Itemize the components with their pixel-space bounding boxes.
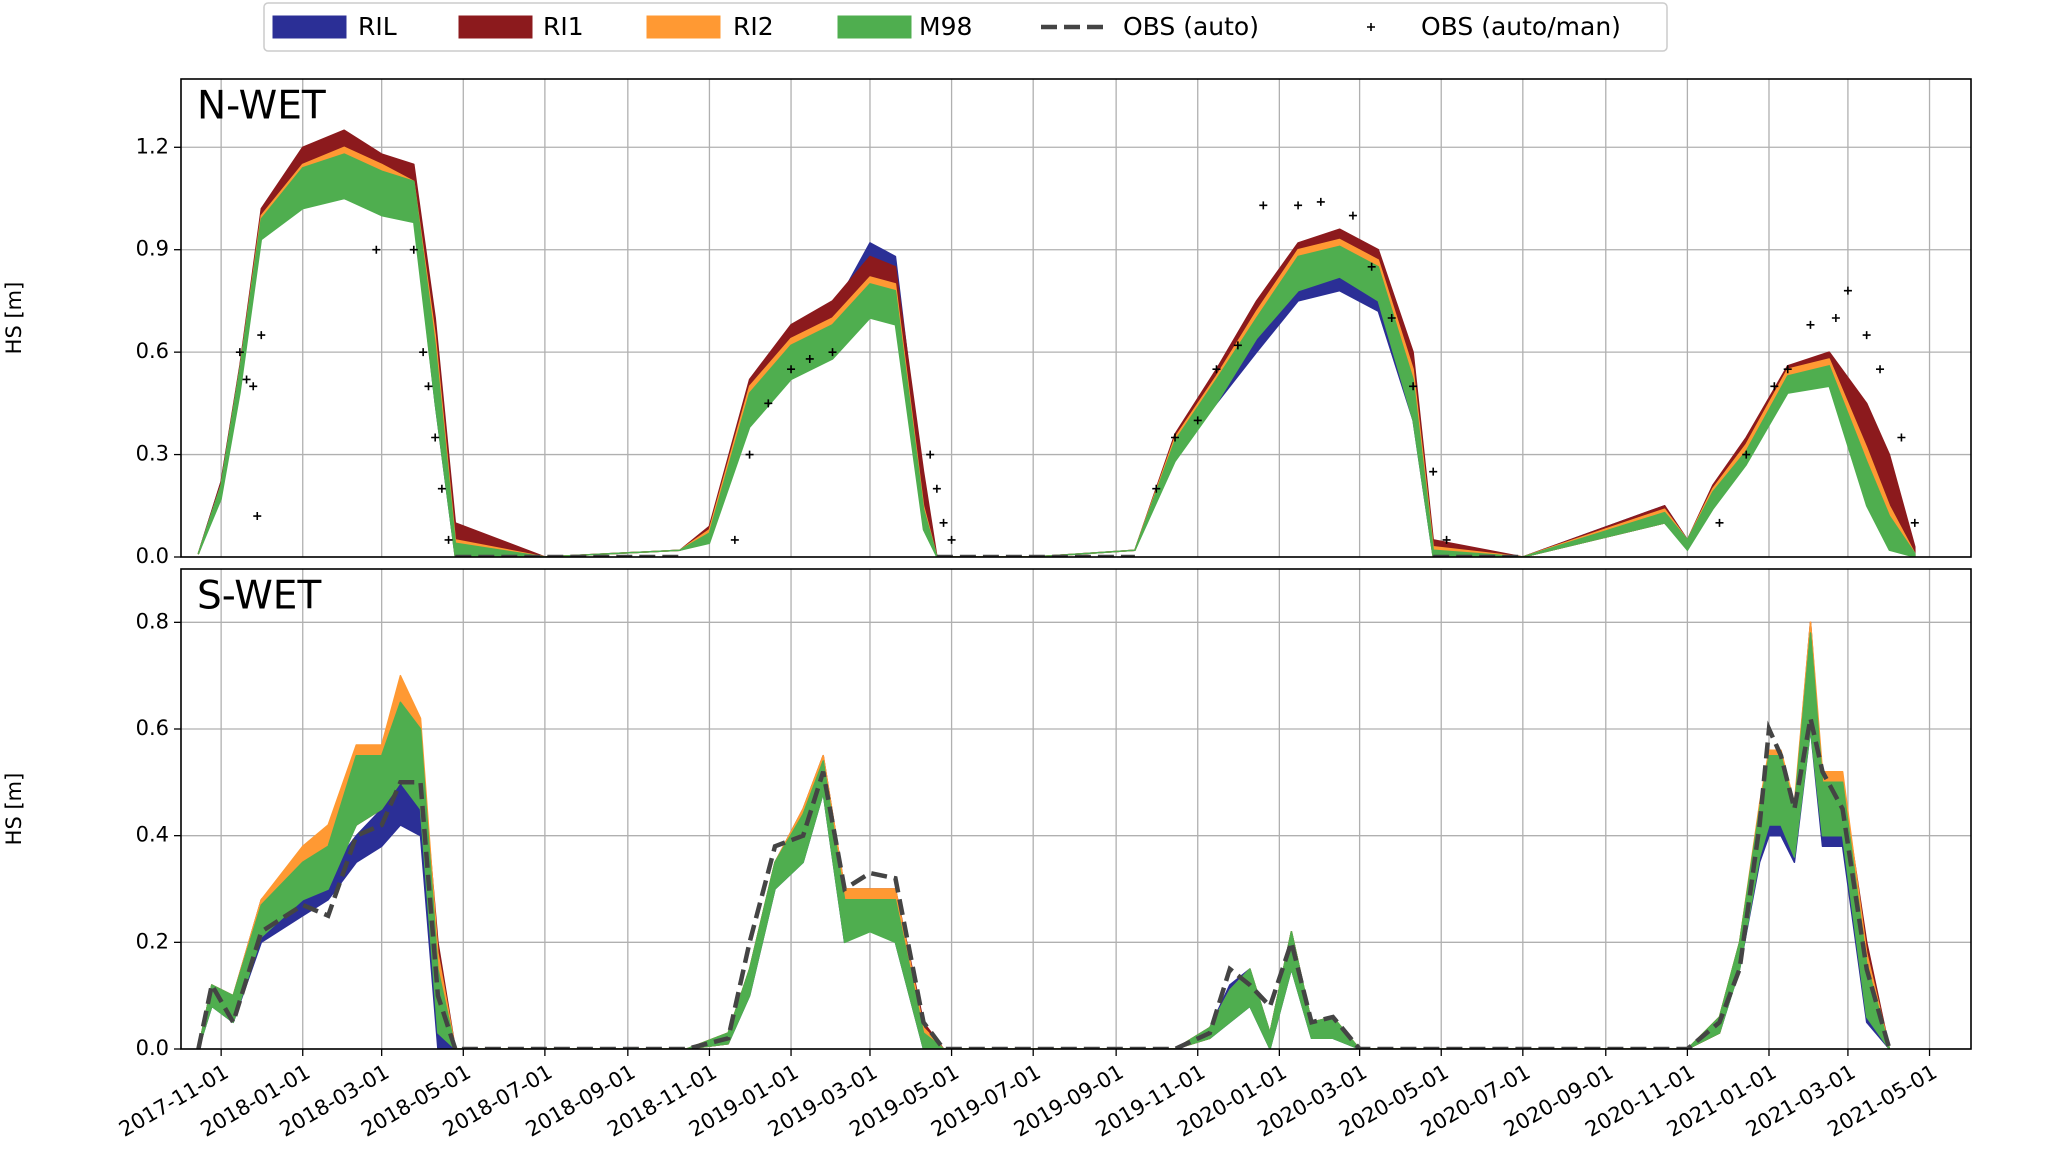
legend-swatch bbox=[837, 15, 912, 39]
legend-label: M98 bbox=[919, 12, 972, 41]
band bbox=[197, 153, 1916, 557]
obs-point bbox=[431, 433, 440, 442]
obs-point bbox=[1442, 535, 1451, 544]
legend-label: RI2 bbox=[733, 12, 774, 41]
legend-label: RIL bbox=[358, 12, 397, 41]
obs-point bbox=[1409, 382, 1418, 391]
obs-point bbox=[805, 354, 814, 363]
y-tick-label: 0.9 bbox=[136, 237, 169, 261]
obs-point bbox=[1742, 450, 1751, 459]
obs-point bbox=[1897, 433, 1906, 442]
y-tick-label: 0.2 bbox=[136, 929, 169, 953]
y-tick-label: 0.4 bbox=[136, 823, 169, 847]
obs-point bbox=[745, 450, 754, 459]
obs-point bbox=[424, 382, 433, 391]
plot-area bbox=[196, 621, 1892, 1049]
y-tick-label: 0.6 bbox=[136, 716, 169, 740]
obs-point bbox=[1259, 201, 1268, 210]
obs-point bbox=[249, 382, 258, 391]
obs-point bbox=[1429, 467, 1438, 476]
obs-point bbox=[1862, 331, 1871, 340]
band bbox=[197, 632, 1891, 1049]
y-axis-label: HS [m] bbox=[2, 282, 26, 355]
obs-point bbox=[939, 518, 948, 527]
obs-point bbox=[1212, 365, 1221, 374]
obs-point bbox=[235, 348, 244, 357]
obs-point bbox=[1770, 382, 1779, 391]
legend-label: RI1 bbox=[543, 12, 584, 41]
obs-line bbox=[196, 717, 1892, 1049]
legend-swatch bbox=[646, 15, 721, 39]
y-tick-label: 0.0 bbox=[136, 544, 169, 568]
plot-area bbox=[197, 129, 1919, 557]
obs-point bbox=[1233, 341, 1242, 350]
obs-point bbox=[730, 535, 739, 544]
obs-point bbox=[253, 512, 262, 521]
obs-point bbox=[1367, 262, 1376, 271]
y-axis-label: HS [m] bbox=[2, 773, 26, 846]
obs-point bbox=[1715, 518, 1724, 527]
obs-point bbox=[787, 365, 796, 374]
panel-title: N-WET bbox=[197, 84, 326, 129]
obs-point bbox=[828, 348, 837, 357]
obs-point bbox=[1294, 201, 1303, 210]
y-tick-label: 1.2 bbox=[136, 134, 169, 158]
panel-title: S-WET bbox=[197, 574, 321, 619]
obs-point bbox=[1831, 314, 1840, 322]
obs-point bbox=[444, 535, 453, 544]
obs-point bbox=[257, 331, 266, 340]
legend-swatch bbox=[272, 15, 347, 39]
obs-point bbox=[1193, 416, 1202, 425]
obs-point bbox=[1876, 365, 1885, 374]
axes-frame bbox=[180, 78, 1972, 558]
obs-point bbox=[409, 245, 418, 254]
legend-label: OBS (auto/man) bbox=[1421, 12, 1621, 41]
y-tick-label: 0.6 bbox=[136, 339, 169, 363]
y-tick-label: 0.3 bbox=[136, 442, 169, 466]
y-tick-label: 0.8 bbox=[136, 609, 169, 633]
obs-point bbox=[947, 535, 956, 544]
legend-frame bbox=[263, 2, 1668, 52]
y-tick-label: 0.0 bbox=[136, 1036, 169, 1060]
obs-point bbox=[419, 348, 428, 357]
obs-point bbox=[1806, 320, 1815, 329]
obs-point bbox=[1152, 484, 1161, 493]
obs-point bbox=[437, 484, 446, 493]
legend-swatch bbox=[458, 15, 533, 39]
obs-point bbox=[1316, 197, 1325, 206]
obs-point bbox=[1348, 211, 1357, 220]
obs-point bbox=[372, 245, 381, 254]
legend-swatch bbox=[1367, 23, 1375, 31]
obs-point bbox=[1387, 314, 1396, 322]
obs-point bbox=[1843, 286, 1852, 295]
legend: RIL RI1 RI2 M98 OBS (auto) OBS (auto/man) bbox=[263, 2, 1668, 52]
obs-point bbox=[926, 450, 935, 459]
obs-point bbox=[932, 484, 941, 493]
obs-point bbox=[242, 375, 251, 384]
obs-point bbox=[1171, 433, 1179, 442]
obs-point bbox=[1783, 365, 1792, 374]
obs-point bbox=[1910, 518, 1919, 527]
obs-point bbox=[764, 399, 773, 408]
axes-frame bbox=[180, 568, 1972, 1050]
legend-label: OBS (auto) bbox=[1123, 12, 1259, 41]
